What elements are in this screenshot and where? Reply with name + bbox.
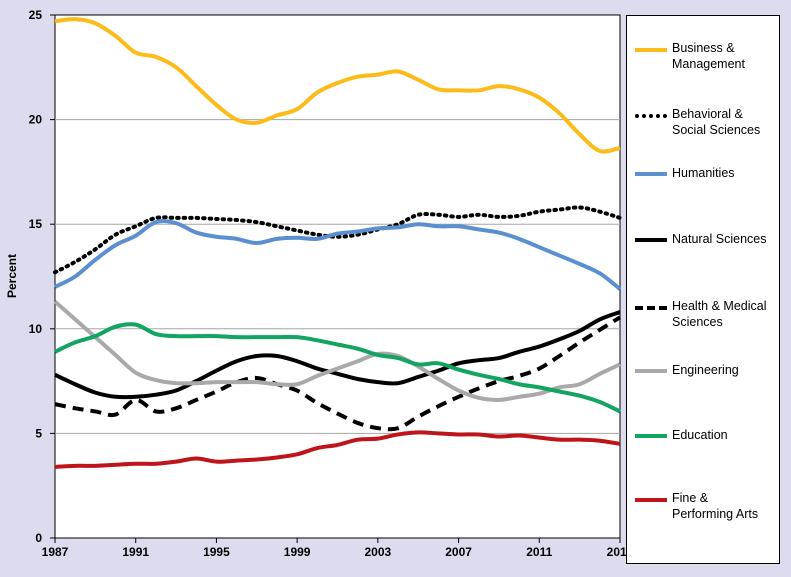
- legend-label-line: Performing Arts: [672, 507, 759, 521]
- x-tick-label: 2007: [445, 545, 472, 559]
- x-tick-label: 1999: [284, 545, 311, 559]
- series-line-7: [54, 322, 621, 414]
- legend-label-line: Engineering: [672, 363, 739, 377]
- series-lines: [53, 17, 622, 469]
- x-tick-label: 2011: [526, 545, 552, 559]
- x-tick-label: 2003: [365, 545, 392, 559]
- legend-label-line: Fine &: [672, 491, 709, 505]
- legend-item-humanities: Humanities: [627, 165, 779, 208]
- legend-item-education: Education: [627, 427, 779, 470]
- legend-label-line: Sciences: [672, 315, 723, 329]
- y-tick-label: 5: [35, 426, 42, 440]
- legend-label-line: Humanities: [672, 166, 735, 180]
- legend-item-business-management: Business & Management: [627, 38, 779, 78]
- y-tick-label: 25: [29, 8, 43, 22]
- series-line-1: [54, 17, 621, 154]
- legend-label-line: Management: [672, 57, 745, 71]
- y-tick-label: 20: [29, 113, 43, 127]
- legend-label-health-medical: Health & Medical Sciences: [672, 298, 776, 330]
- legend-label-fine-performing-arts: Fine & Performing Arts: [672, 490, 776, 522]
- legend-swatch-behavioral-social: [635, 114, 667, 118]
- legend-item-fine-performing-arts: Fine & Performing Arts: [627, 490, 779, 532]
- y-tick-label: 0: [35, 531, 42, 545]
- x-tick-label: 1987: [42, 545, 69, 559]
- y-axis-title: Percent: [5, 254, 19, 298]
- legend-label-engineering: Engineering: [672, 362, 776, 378]
- legend-swatch-education: [635, 434, 667, 438]
- legend-item-behavioral-social: Behavioral & Social Sciences: [627, 104, 779, 144]
- legend-label-line: Social Sciences: [672, 123, 761, 137]
- legend-swatch-business-management: [635, 48, 667, 52]
- legend-item-engineering: Engineering: [627, 362, 779, 405]
- series-line-6: [53, 300, 621, 402]
- legend-swatch-health-medical: [635, 306, 667, 310]
- legend-label-education: Education: [672, 427, 776, 443]
- plot-area: [54, 14, 621, 539]
- series-line-3: [54, 219, 622, 291]
- legend-swatch-humanities: [635, 172, 667, 176]
- legend-swatch-engineering: [635, 369, 667, 373]
- x-axis-ticks: 1987 1991 1995 1999 2003 2007 2011 2015: [42, 538, 634, 559]
- x-tick-label: 1991: [122, 545, 149, 559]
- legend-label-line: Behavioral &: [672, 107, 743, 121]
- legend-label-business-management: Business & Management: [672, 40, 776, 72]
- series-line-4: [54, 310, 621, 400]
- x-tick-label: 1995: [203, 545, 230, 559]
- chart-legend: Business & Management Behavioral & Socia…: [626, 15, 780, 564]
- y-axis-ticks: 0 5 10 15 20 25: [29, 8, 55, 545]
- legend-swatch-fine-performing-arts: [635, 498, 667, 502]
- legend-label-natural-sciences: Natural Sciences: [672, 231, 776, 247]
- series-line-8: [54, 430, 621, 469]
- legend-item-health-medical: Health & Medical Sciences: [627, 296, 779, 336]
- legend-label-humanities: Humanities: [672, 165, 776, 181]
- series-line-2: [53, 205, 622, 275]
- legend-label-line: Health & Medical: [672, 299, 767, 313]
- legend-item-natural-sciences: Natural Sciences: [627, 231, 779, 274]
- legend-label-line: Natural Sciences: [672, 232, 767, 246]
- series-line-5: [54, 315, 622, 432]
- y-tick-label: 15: [29, 217, 43, 231]
- legend-label-line: Business &: [672, 41, 735, 55]
- legend-swatch-natural-sciences: [635, 238, 667, 242]
- legend-label-line: Education: [672, 428, 728, 442]
- legend-label-behavioral-social: Behavioral & Social Sciences: [672, 106, 776, 138]
- y-tick-label: 10: [29, 322, 43, 336]
